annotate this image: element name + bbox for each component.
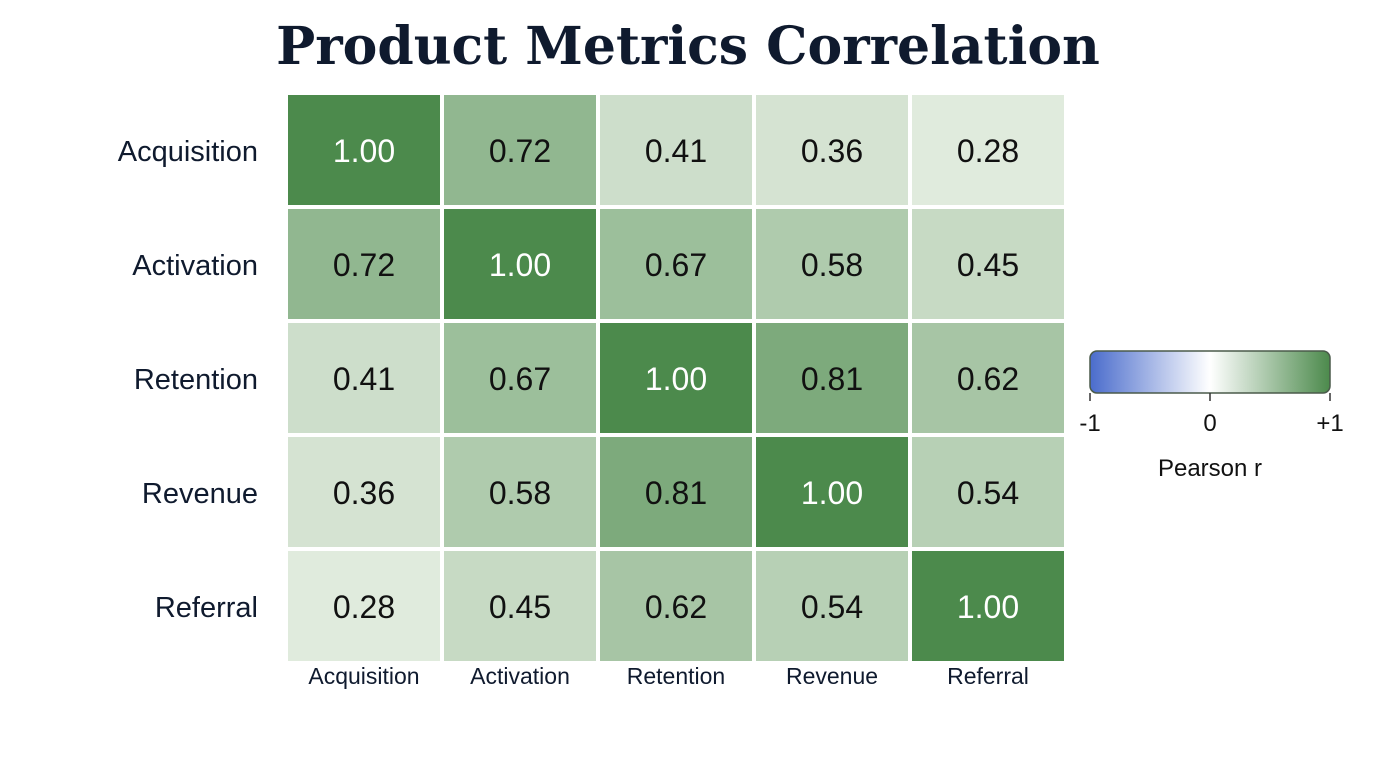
column-label: Retention [627,663,725,689]
cell-value-label: 0.28 [333,589,395,625]
row-label: Retention [134,364,258,396]
heatmap-cell [756,323,908,433]
row-label: Activation [132,250,258,282]
cell-value-label: 1.00 [645,361,707,397]
heatmap-cell [600,209,752,319]
column-label: Activation [470,663,570,689]
cell-value-label: 0.28 [957,133,1019,169]
heatmap-cell [288,95,440,205]
colorbar-tick-label: -1 [1079,410,1100,437]
cell-value-label: 0.81 [801,361,863,397]
heatmap-cells: 1.00 0.72 0.41 0.36 0.28 0.72 1.00 0.67 0.58 0.45… [288,95,1064,661]
cell-value-label: 0.81 [645,475,707,511]
cell-value-label: 0.67 [645,247,707,283]
heatmap-cell [756,209,908,319]
cell-value-label: 0.58 [801,247,863,283]
heatmap-cell [756,437,908,547]
cell-value-label: 1.00 [333,133,395,169]
chart-title: Product Metrics Correlation [276,16,1100,77]
cell-value-label: 1.00 [801,475,863,511]
heatmap-cell [288,551,440,661]
heatmap-cell [444,209,596,319]
row-label: Referral [155,592,258,624]
heatmap-cell [912,209,1064,319]
column-label: Referral [947,663,1029,689]
cell-value-label: 0.54 [801,589,863,625]
cell-value-label: 0.36 [801,133,863,169]
heatmap-cell [444,323,596,433]
heatmap-cell [756,95,908,205]
colorbar-label: Pearson r [1158,455,1262,482]
cell-value-label: 1.00 [957,589,1019,625]
heatmap-cell [912,323,1064,433]
heatmap-cell [600,551,752,661]
cell-value-label: 0.67 [489,361,551,397]
colorbar-bar [1089,350,1331,394]
heatmap-cell [288,209,440,319]
cell-value-label: 0.45 [489,589,551,625]
cell-value-label: 0.72 [489,133,551,169]
heatmap-cell [288,437,440,547]
row-label: Acquisition [118,136,258,168]
column-label: Acquisition [308,663,419,689]
heatmap-cell [912,437,1064,547]
heatmap-cell [600,323,752,433]
cell-value-label: 0.45 [957,247,1019,283]
heatmap-cell [600,95,752,205]
heatmap-cell [912,551,1064,661]
heatmap-cell [444,437,596,547]
cell-value-label: 0.62 [957,361,1019,397]
colorbar-tick-label: 0 [1203,410,1216,437]
column-label: Revenue [786,663,878,689]
heatmap-cell [600,437,752,547]
heatmap-cell [288,323,440,433]
cell-value-label: 0.41 [333,361,395,397]
cell-value-label: 0.72 [333,247,395,283]
cell-value-label: 1.00 [489,247,551,283]
column-labels: Acquisition Activation Retention Revenue Ref… [308,663,1029,689]
row-label: Revenue [142,478,258,510]
heatmap-cell [756,551,908,661]
row-labels: Acquisition Activation Retention Revenue Ref… [118,136,258,624]
colorbar-tick-label: +1 [1316,410,1343,437]
cell-value-label: 0.54 [957,475,1019,511]
colorbar: -1 0 +1 Pearson r [1079,350,1344,482]
cell-value-label: 0.58 [489,475,551,511]
cell-value-label: 0.62 [645,589,707,625]
heatmap-cell [444,95,596,205]
heatmap-cell [912,95,1064,205]
cell-value-label: 0.41 [645,133,707,169]
heatmap-cell [444,551,596,661]
cell-value-label: 0.36 [333,475,395,511]
